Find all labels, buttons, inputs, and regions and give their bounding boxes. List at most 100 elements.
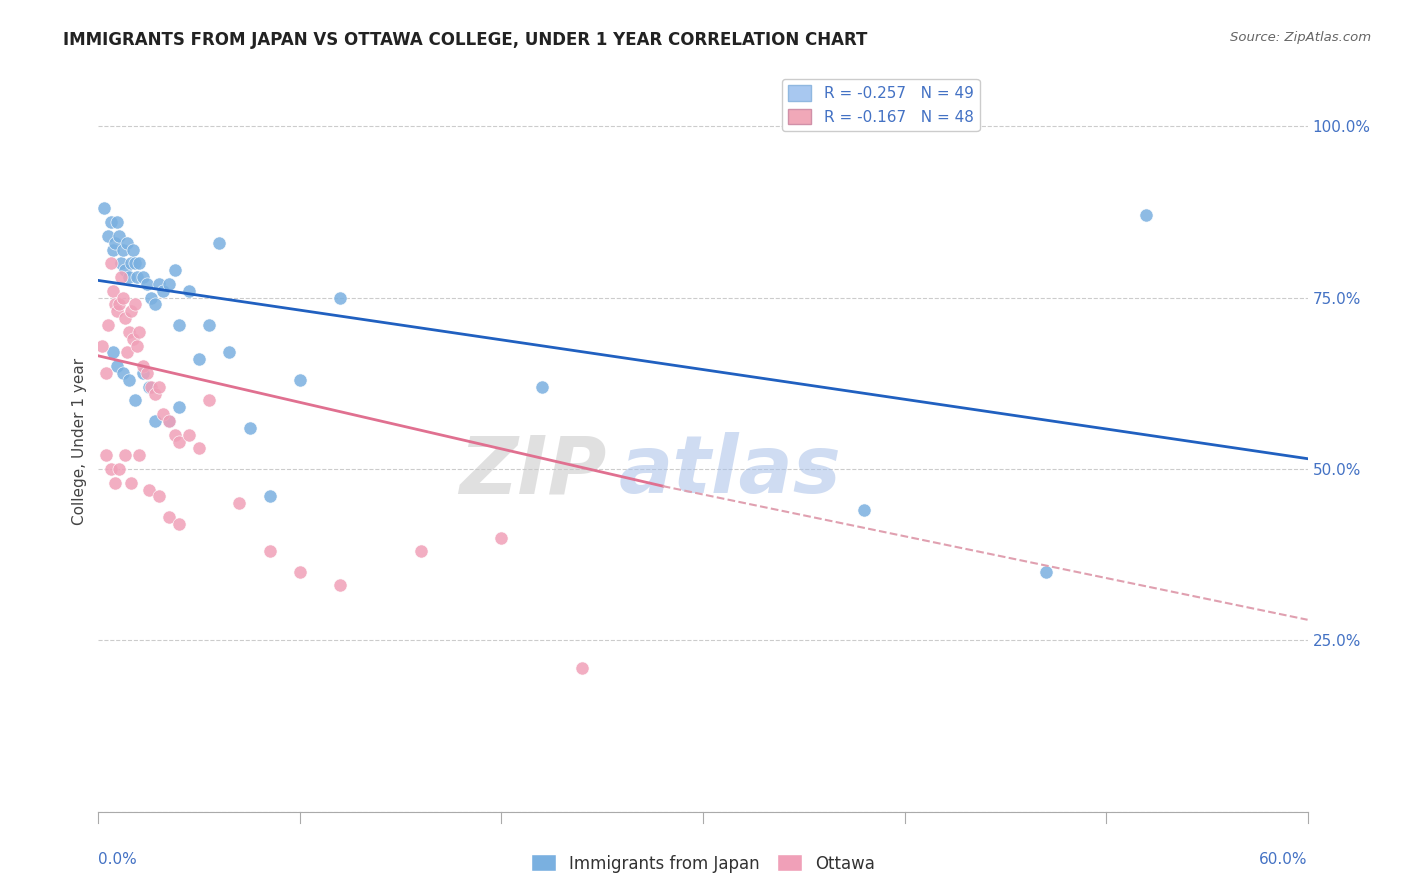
Point: [259, 544, 281, 558]
Point: [100, 215, 122, 229]
Point: [1035, 565, 1057, 579]
Point: [110, 270, 132, 285]
Point: [120, 304, 142, 318]
Point: [135, 366, 157, 380]
Point: [329, 578, 352, 592]
Point: [103, 475, 125, 490]
Point: [111, 366, 134, 380]
Point: [239, 421, 262, 435]
Point: [148, 489, 170, 503]
Point: [101, 284, 124, 298]
Point: [138, 380, 160, 394]
Legend: Immigrants from Japan, Ottawa: Immigrants from Japan, Ottawa: [524, 847, 882, 880]
Point: [103, 297, 125, 311]
Point: [167, 401, 190, 415]
Point: [107, 297, 129, 311]
Point: [198, 318, 221, 332]
Point: [1135, 208, 1157, 222]
Text: ZIP: ZIP: [458, 432, 606, 510]
Point: [163, 263, 186, 277]
Point: [125, 270, 148, 285]
Point: [120, 475, 142, 490]
Y-axis label: College, Under 1 year: College, Under 1 year: [72, 358, 87, 525]
Point: [228, 496, 250, 510]
Point: [157, 277, 180, 291]
Point: [97, 228, 120, 243]
Point: [105, 215, 128, 229]
Point: [103, 235, 125, 250]
Legend: R = -0.257   N = 49, R = -0.167   N = 48: R = -0.257 N = 49, R = -0.167 N = 48: [782, 79, 980, 131]
Point: [167, 516, 190, 531]
Point: [167, 318, 190, 332]
Point: [139, 291, 162, 305]
Point: [329, 291, 352, 305]
Point: [120, 256, 142, 270]
Point: [121, 243, 143, 257]
Point: [132, 270, 155, 285]
Point: [97, 318, 120, 332]
Point: [93, 202, 115, 216]
Point: [115, 345, 138, 359]
Point: [101, 345, 124, 359]
Point: [114, 448, 136, 462]
Point: [132, 366, 155, 380]
Point: [288, 565, 311, 579]
Point: [111, 243, 134, 257]
Point: [118, 270, 141, 285]
Point: [135, 277, 157, 291]
Point: [148, 380, 170, 394]
Point: [188, 442, 211, 456]
Point: [114, 311, 136, 326]
Text: IMMIGRANTS FROM JAPAN VS OTTAWA COLLEGE, UNDER 1 YEAR CORRELATION CHART: IMMIGRANTS FROM JAPAN VS OTTAWA COLLEGE,…: [63, 31, 868, 49]
Point: [96, 366, 118, 380]
Point: [105, 359, 128, 373]
Point: [114, 263, 136, 277]
Point: [143, 297, 166, 311]
Point: [409, 544, 432, 558]
Text: Source: ZipAtlas.com: Source: ZipAtlas.com: [1230, 31, 1371, 45]
Point: [138, 483, 160, 497]
Point: [132, 359, 155, 373]
Point: [188, 352, 211, 367]
Point: [100, 256, 122, 270]
Point: [143, 386, 166, 401]
Point: [128, 448, 150, 462]
Point: [124, 393, 146, 408]
Point: [124, 297, 146, 311]
Point: [208, 235, 231, 250]
Point: [111, 291, 134, 305]
Text: atlas: atlas: [619, 432, 841, 510]
Point: [124, 256, 146, 270]
Point: [152, 284, 174, 298]
Point: [96, 448, 118, 462]
Text: 60.0%: 60.0%: [1260, 853, 1308, 867]
Point: [105, 304, 128, 318]
Point: [121, 332, 143, 346]
Point: [107, 228, 129, 243]
Point: [148, 277, 170, 291]
Point: [571, 661, 593, 675]
Point: [179, 284, 201, 298]
Point: [179, 427, 201, 442]
Point: [128, 256, 150, 270]
Point: [139, 380, 162, 394]
Point: [118, 325, 141, 339]
Point: [100, 462, 122, 476]
Point: [163, 427, 186, 442]
Point: [530, 380, 553, 394]
Point: [167, 434, 190, 449]
Point: [118, 373, 141, 387]
Point: [157, 414, 180, 428]
Point: [91, 338, 114, 352]
Point: [115, 235, 138, 250]
Point: [491, 531, 513, 545]
Point: [110, 256, 132, 270]
Point: [853, 503, 876, 517]
Point: [218, 345, 240, 359]
Point: [143, 414, 166, 428]
Point: [198, 393, 221, 408]
Point: [157, 414, 180, 428]
Point: [157, 510, 180, 524]
Point: [107, 462, 129, 476]
Point: [101, 243, 124, 257]
